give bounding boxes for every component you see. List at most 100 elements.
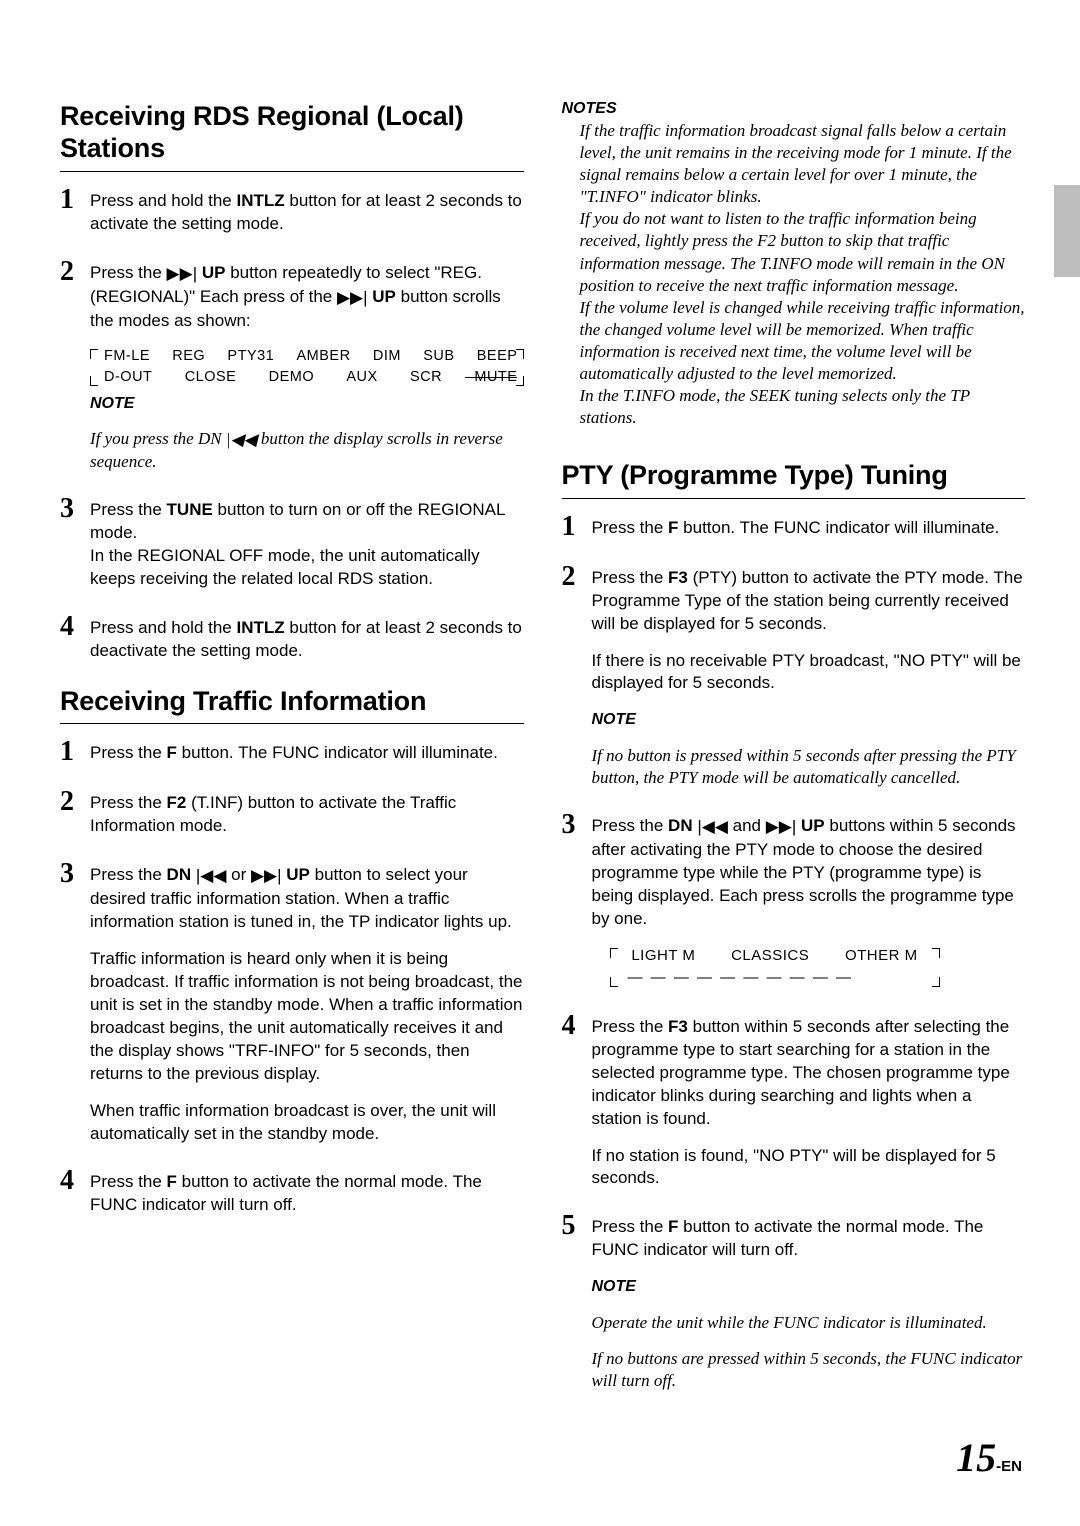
text: button. The FUNC indicator will illumina…: [678, 518, 999, 537]
mode-item: CLOSE: [185, 367, 237, 388]
s2-step4: 4 Press the F button to activate the nor…: [60, 1167, 524, 1217]
note-item: If the volume level is changed while rec…: [562, 297, 1026, 385]
button-ref: F: [167, 1172, 177, 1191]
text: If no station is found, "NO PTY" will be…: [592, 1145, 1026, 1191]
step-number: 3: [562, 811, 592, 839]
mode-item: SUB: [423, 346, 454, 367]
step-number: 4: [60, 613, 90, 641]
button-ref: UP: [202, 263, 226, 282]
text: Press the: [90, 500, 167, 519]
right-column: NOTES If the traffic information broadca…: [562, 100, 1026, 1414]
pty-item: OTHER M: [845, 945, 918, 968]
fast-forward-icon: ▶▶|: [766, 816, 797, 839]
step-number: 3: [60, 495, 90, 523]
page-number-suffix: -EN: [996, 1458, 1022, 1475]
notes-block: NOTES If the traffic information broadca…: [562, 100, 1026, 429]
s1-step3: 3 Press the TUNE button to turn on or of…: [60, 495, 524, 591]
text: In the REGIONAL OFF mode, the unit autom…: [90, 545, 524, 591]
s3-step5: 5 Press the F button to activate the nor…: [562, 1212, 1026, 1392]
notes-label: NOTES: [562, 100, 1026, 118]
s3-step4: 4 Press the F3 button within 5 seconds a…: [562, 1012, 1026, 1191]
section1-rule: [60, 171, 524, 172]
s3-step1: 1 Press the F button. The FUNC indicator…: [562, 513, 1026, 541]
step-body: Press the TUNE button to turn on or off …: [90, 495, 524, 591]
button-ref: UP: [796, 816, 824, 835]
step-number: 4: [562, 1012, 592, 1040]
rewind-icon: |◀◀: [226, 429, 257, 451]
step-number: 4: [60, 1167, 90, 1195]
pty-row1: LIGHT M CLASSICS OTHER M: [610, 945, 940, 968]
pty-row2: — — — — — — — — — —: [610, 967, 940, 990]
text: Press and hold the: [90, 191, 236, 210]
step-body: Press the F3 button within 5 seconds aft…: [592, 1012, 1026, 1191]
text: Press the: [90, 263, 167, 282]
mode-item: MUTE: [474, 367, 517, 388]
s1-step2: 2 Press the ▶▶| UP button repeatedly to …: [60, 258, 524, 474]
note-text: Operate the unit while the FUNC indicato…: [592, 1312, 1026, 1334]
text: Press the: [90, 1172, 167, 1191]
s1-step1: 1 Press and hold the INTLZ button for at…: [60, 186, 524, 236]
text: Press the: [592, 568, 669, 587]
mode-scroll-diagram: FM-LE REG PTY31 AMBER DIM SUB BEEP D-OUT…: [90, 346, 524, 388]
text: Press the: [90, 793, 167, 812]
mode-item: PTY31: [227, 346, 274, 367]
text: Press the: [90, 743, 167, 762]
note-label: NOTE: [592, 709, 1026, 731]
section3-rule: [562, 498, 1026, 499]
pty-scroll-diagram: LIGHT M CLASSICS OTHER M — — — — — — — —…: [610, 945, 940, 990]
side-tab: [1054, 185, 1080, 277]
pty-item: LIGHT M: [631, 945, 695, 968]
step-number: 1: [60, 738, 90, 766]
step-number: 2: [562, 563, 592, 591]
button-ref: F: [167, 743, 177, 762]
step-body: Press and hold the INTLZ button for at l…: [90, 613, 524, 663]
text: Press the: [592, 518, 669, 537]
text: or: [226, 865, 251, 884]
step-body: Press the F button to activate the norma…: [90, 1167, 524, 1217]
pty-item: CLASSICS: [731, 945, 809, 968]
note-label: NOTE: [90, 393, 524, 415]
text: and: [728, 816, 766, 835]
mode-item: AMBER: [297, 346, 351, 367]
s1-step4: 4 Press and hold the INTLZ button for at…: [60, 613, 524, 663]
mode-item: SCR: [410, 367, 442, 388]
left-column: Receiving RDS Regional (Local) Stations …: [60, 100, 524, 1414]
s2-step3: 3 Press the DN |◀◀ or ▶▶| UP button to s…: [60, 860, 524, 1145]
fast-forward-icon: ▶▶|: [167, 263, 198, 286]
text: Press the: [592, 816, 669, 835]
button-ref: DN: [167, 865, 196, 884]
fast-forward-icon: ▶▶|: [251, 865, 282, 888]
step-number: 3: [60, 860, 90, 888]
fast-forward-icon: ▶▶|: [337, 287, 368, 310]
text: Press the: [90, 865, 167, 884]
button-ref: F: [668, 1217, 678, 1236]
note-text: If you press the DN |◀◀ button the displ…: [90, 428, 524, 473]
step-body: Press the F2 (T.INF) button to activate …: [90, 788, 524, 838]
mode-item: BEEP: [477, 346, 518, 367]
button-ref: UP: [372, 287, 396, 306]
button-ref: F3: [668, 568, 688, 587]
mode-item: DEMO: [269, 367, 315, 388]
button-ref: F2: [167, 793, 187, 812]
step-body: Press and hold the INTLZ button for at l…: [90, 186, 524, 236]
rewind-icon: |◀◀: [196, 865, 227, 888]
step-body: Press the F3 (PTY) button to activate th…: [592, 563, 1026, 789]
text: button. The FUNC indicator will illumina…: [177, 743, 498, 762]
s3-step2: 2 Press the F3 (PTY) button to activate …: [562, 563, 1026, 789]
step-body: Press the F button. The FUNC indicator w…: [90, 738, 524, 765]
text: Press the: [592, 1017, 669, 1036]
step-body: Press the F button. The FUNC indicator w…: [592, 513, 1026, 540]
note-label: NOTE: [592, 1276, 1026, 1298]
section1-title: Receiving RDS Regional (Local) Stations: [60, 100, 524, 165]
mode-row2: D-OUT CLOSE DEMO AUX SCR MUTE: [90, 367, 524, 388]
two-column-layout: Receiving RDS Regional (Local) Stations …: [60, 100, 1025, 1414]
button-ref: DN: [668, 816, 697, 835]
text: Press and hold the: [90, 618, 236, 637]
mode-row1: FM-LE REG PTY31 AMBER DIM SUB BEEP: [90, 346, 524, 367]
note-item: If you do not want to listen to the traf…: [562, 208, 1026, 296]
section3-title: PTY (Programme Type) Tuning: [562, 459, 1026, 491]
s2-step2: 2 Press the F2 (T.INF) button to activat…: [60, 788, 524, 838]
manual-page: Receiving RDS Regional (Local) Stations …: [0, 0, 1080, 1526]
mode-item: DIM: [373, 346, 401, 367]
button-ref: F3: [668, 1017, 688, 1036]
